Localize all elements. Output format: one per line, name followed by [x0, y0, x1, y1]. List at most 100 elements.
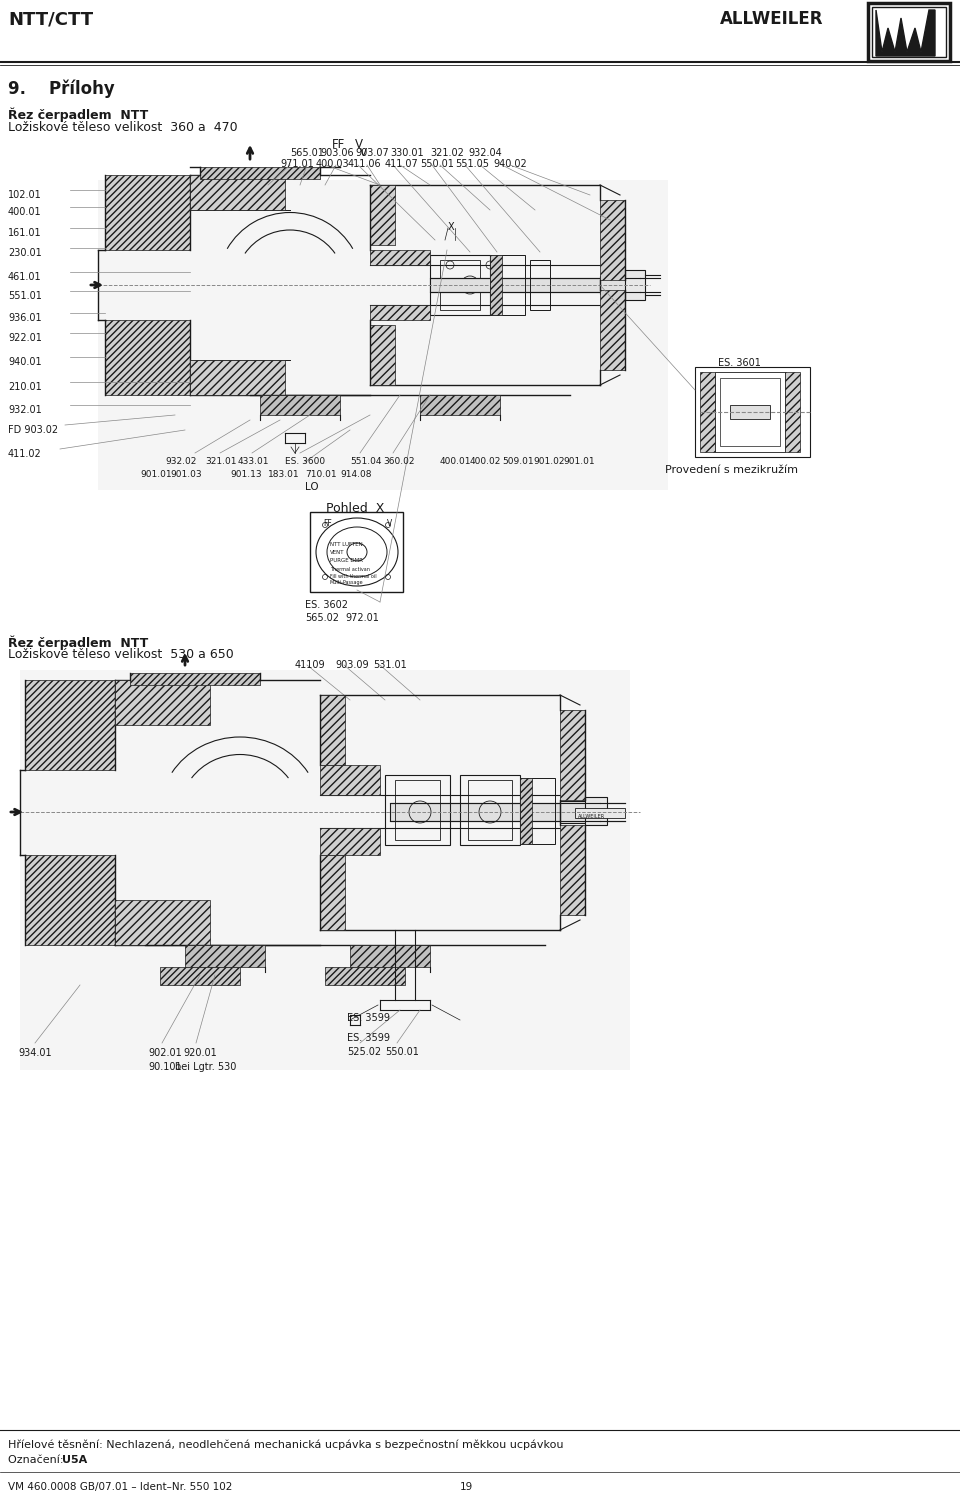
- Text: ALLWEILER: ALLWEILER: [578, 814, 605, 820]
- Text: 932.01: 932.01: [8, 405, 41, 414]
- Text: 922.01: 922.01: [8, 333, 42, 344]
- Bar: [560, 802, 600, 823]
- Bar: [695, 368, 810, 456]
- Bar: [420, 395, 500, 414]
- Bar: [520, 778, 555, 844]
- Bar: [430, 255, 490, 315]
- Text: 411.06: 411.06: [348, 159, 382, 170]
- Bar: [190, 176, 285, 210]
- Bar: [460, 775, 520, 845]
- Bar: [370, 326, 395, 384]
- Bar: [575, 808, 625, 818]
- Bar: [560, 710, 585, 800]
- Text: 321.02: 321.02: [430, 149, 464, 158]
- Bar: [98, 180, 668, 489]
- Text: 411.02: 411.02: [8, 449, 41, 459]
- Text: 971.01: 971.01: [280, 159, 314, 170]
- Polygon shape: [876, 11, 935, 56]
- Bar: [625, 270, 645, 300]
- Text: 102.01: 102.01: [8, 191, 41, 200]
- Text: 210.01: 210.01: [8, 381, 41, 392]
- Bar: [200, 167, 320, 179]
- Bar: [560, 826, 585, 916]
- Bar: [370, 251, 430, 266]
- Text: 90.101: 90.101: [148, 1063, 181, 1072]
- Text: Ložiskové těleso velikost  360 a  470: Ložiskové těleso velikost 360 a 470: [8, 122, 238, 134]
- Text: ES. 3600: ES. 3600: [285, 456, 325, 465]
- Text: Thermal activan: Thermal activan: [330, 567, 370, 572]
- Bar: [25, 680, 115, 770]
- Text: 433.01: 433.01: [238, 456, 270, 465]
- Text: 525.02: 525.02: [347, 1048, 381, 1057]
- Text: LO: LO: [305, 482, 319, 492]
- Bar: [310, 512, 403, 591]
- Bar: [868, 3, 950, 62]
- Text: 9.    Přílohy: 9. Přílohy: [8, 80, 115, 99]
- Text: 903.09: 903.09: [335, 660, 369, 669]
- Text: 461.01: 461.01: [8, 272, 41, 282]
- Text: Fill with thermal oil: Fill with thermal oil: [330, 573, 376, 579]
- Text: V: V: [355, 138, 363, 152]
- Bar: [715, 372, 785, 452]
- Text: 940.02: 940.02: [493, 159, 527, 170]
- Text: bei Lgtr. 530: bei Lgtr. 530: [175, 1063, 236, 1072]
- Text: Označení:: Označení:: [8, 1454, 70, 1465]
- Text: 230.01: 230.01: [8, 248, 41, 258]
- Text: PURGE DMR: PURGE DMR: [330, 558, 363, 563]
- Bar: [600, 200, 625, 281]
- Text: ES. 3602: ES. 3602: [305, 600, 348, 609]
- Text: 901.13: 901.13: [230, 470, 262, 479]
- Text: 565.02: 565.02: [305, 612, 339, 623]
- Text: 330.01: 330.01: [390, 149, 423, 158]
- Bar: [585, 797, 607, 826]
- Bar: [25, 856, 115, 946]
- Text: V: V: [360, 149, 367, 158]
- Text: 902.01: 902.01: [148, 1048, 181, 1058]
- Text: 551.05: 551.05: [455, 159, 489, 170]
- Text: ES. 3599: ES. 3599: [347, 1033, 390, 1043]
- Bar: [320, 695, 345, 766]
- Text: ES. 3601: ES. 3601: [718, 359, 761, 368]
- Text: 321.01: 321.01: [205, 456, 236, 465]
- Bar: [370, 185, 395, 245]
- Bar: [130, 672, 260, 684]
- Text: 920.01: 920.01: [183, 1048, 217, 1058]
- Text: U5A: U5A: [62, 1454, 87, 1465]
- Bar: [105, 176, 190, 251]
- Text: FF: FF: [323, 519, 332, 528]
- Text: 901.03: 901.03: [170, 470, 202, 479]
- Text: 400.03: 400.03: [316, 159, 349, 170]
- Text: 932.04: 932.04: [468, 149, 502, 158]
- Bar: [115, 901, 210, 946]
- Text: 903.06: 903.06: [320, 149, 353, 158]
- Text: X: X: [448, 222, 455, 233]
- Bar: [115, 680, 210, 725]
- Text: 934.01: 934.01: [18, 1048, 52, 1058]
- Bar: [730, 405, 770, 419]
- Bar: [468, 781, 512, 841]
- Bar: [320, 856, 345, 931]
- Text: 550.01: 550.01: [385, 1048, 419, 1057]
- Bar: [872, 8, 946, 57]
- Text: 400.01: 400.01: [440, 456, 471, 465]
- Text: 551.01: 551.01: [8, 291, 42, 302]
- Text: Řez čerpadlem  NTT: Řez čerpadlem NTT: [8, 635, 148, 650]
- Bar: [320, 829, 380, 856]
- Text: 161.01: 161.01: [8, 228, 41, 239]
- Text: V: V: [387, 519, 393, 528]
- Bar: [490, 255, 525, 315]
- Bar: [185, 946, 265, 967]
- Bar: [600, 276, 640, 294]
- Bar: [785, 372, 800, 452]
- Bar: [530, 260, 550, 311]
- Text: 710.01: 710.01: [305, 470, 337, 479]
- Bar: [720, 378, 780, 446]
- Text: 550.01: 550.01: [420, 159, 454, 170]
- Bar: [600, 290, 625, 371]
- Bar: [520, 778, 532, 844]
- Text: 914.08: 914.08: [340, 470, 372, 479]
- Bar: [20, 669, 630, 1070]
- Text: 932.02: 932.02: [165, 456, 197, 465]
- Text: 400.01: 400.01: [8, 207, 41, 218]
- Text: ES. 3599: ES. 3599: [347, 1013, 390, 1024]
